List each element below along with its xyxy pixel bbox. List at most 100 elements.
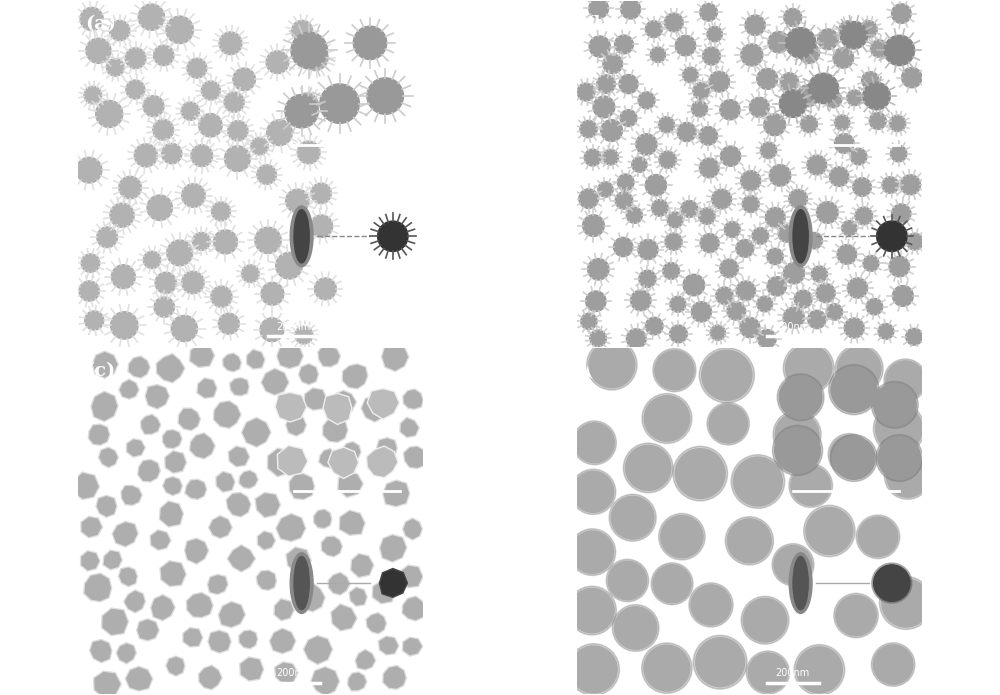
Circle shape (842, 220, 857, 236)
Polygon shape (377, 438, 397, 459)
Circle shape (786, 345, 832, 391)
Polygon shape (403, 446, 427, 468)
Circle shape (581, 313, 597, 329)
Polygon shape (321, 536, 342, 557)
Circle shape (699, 158, 719, 178)
Circle shape (764, 114, 786, 136)
Polygon shape (218, 601, 245, 628)
Circle shape (573, 471, 614, 512)
Circle shape (573, 421, 616, 465)
Circle shape (703, 47, 720, 65)
Text: (b): (b) (584, 15, 616, 33)
Circle shape (834, 594, 878, 638)
Circle shape (836, 596, 876, 636)
Text: 200nm: 200nm (775, 669, 810, 678)
Polygon shape (319, 448, 339, 468)
Polygon shape (138, 459, 160, 482)
Polygon shape (240, 657, 264, 681)
Polygon shape (73, 472, 100, 500)
Circle shape (804, 505, 855, 557)
Polygon shape (256, 570, 277, 591)
Circle shape (109, 20, 130, 41)
Circle shape (219, 32, 242, 55)
Circle shape (741, 596, 789, 644)
Circle shape (614, 607, 657, 649)
Text: (c): (c) (85, 362, 115, 380)
Polygon shape (197, 378, 217, 398)
Circle shape (863, 256, 879, 271)
Polygon shape (163, 477, 182, 496)
Circle shape (745, 15, 765, 35)
Circle shape (727, 519, 771, 563)
Circle shape (742, 195, 759, 213)
Circle shape (571, 531, 614, 573)
Circle shape (632, 157, 647, 172)
Circle shape (890, 145, 907, 162)
Circle shape (670, 325, 687, 343)
Circle shape (829, 167, 849, 186)
Polygon shape (166, 656, 185, 676)
Circle shape (692, 101, 708, 117)
Circle shape (314, 278, 336, 300)
Polygon shape (286, 414, 306, 436)
Polygon shape (81, 550, 100, 571)
Circle shape (626, 445, 671, 491)
Circle shape (707, 402, 749, 445)
Circle shape (783, 263, 805, 284)
Polygon shape (208, 630, 231, 653)
Circle shape (758, 329, 776, 348)
Polygon shape (403, 518, 422, 540)
Circle shape (741, 171, 761, 190)
Circle shape (636, 133, 657, 155)
Circle shape (106, 58, 124, 76)
Circle shape (683, 275, 705, 296)
Circle shape (892, 204, 911, 223)
Circle shape (873, 645, 913, 685)
Circle shape (752, 228, 769, 244)
Circle shape (187, 58, 207, 78)
Polygon shape (190, 344, 215, 368)
Circle shape (302, 44, 328, 71)
Polygon shape (126, 439, 145, 457)
Circle shape (681, 200, 698, 218)
Polygon shape (348, 672, 367, 691)
Circle shape (900, 174, 920, 195)
Circle shape (834, 133, 854, 154)
Polygon shape (323, 417, 348, 443)
Polygon shape (190, 433, 215, 459)
Polygon shape (304, 388, 327, 410)
Circle shape (769, 165, 791, 186)
Circle shape (213, 230, 237, 254)
Polygon shape (318, 345, 340, 367)
Polygon shape (121, 485, 142, 505)
Circle shape (96, 100, 123, 127)
Circle shape (811, 266, 827, 282)
Circle shape (171, 316, 197, 341)
Circle shape (791, 466, 831, 505)
Polygon shape (361, 395, 388, 422)
Circle shape (720, 146, 741, 166)
Circle shape (568, 644, 619, 695)
Circle shape (126, 80, 145, 99)
Circle shape (748, 653, 788, 692)
Circle shape (665, 233, 682, 250)
Circle shape (663, 263, 680, 279)
Circle shape (615, 35, 633, 54)
Circle shape (783, 307, 804, 329)
Circle shape (773, 411, 821, 459)
Circle shape (741, 44, 763, 66)
Circle shape (691, 585, 731, 625)
Circle shape (862, 72, 879, 89)
Circle shape (623, 443, 673, 493)
Polygon shape (255, 493, 280, 518)
Circle shape (642, 393, 692, 443)
Circle shape (645, 317, 663, 335)
Polygon shape (186, 592, 213, 618)
Circle shape (830, 435, 868, 474)
Polygon shape (228, 446, 250, 467)
Circle shape (295, 326, 313, 344)
Polygon shape (91, 391, 118, 422)
Polygon shape (125, 667, 153, 691)
Polygon shape (92, 351, 118, 378)
Polygon shape (331, 391, 356, 415)
